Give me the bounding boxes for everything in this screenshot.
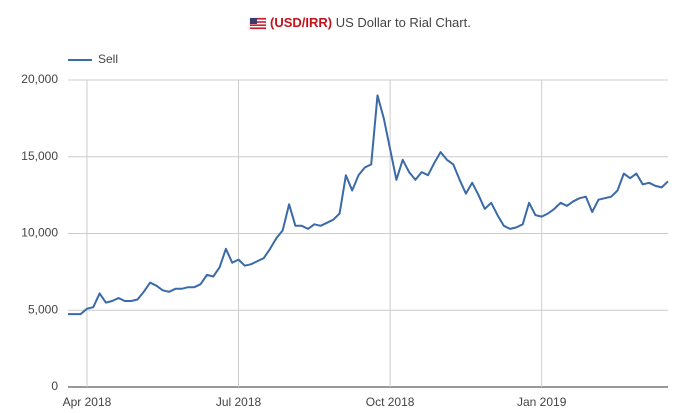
x-tick-label: Oct 2018 <box>366 395 415 409</box>
title-code: (USD/IRR) <box>270 15 332 30</box>
y-tick-label: 10,000 <box>21 226 58 240</box>
chart-title: (USD/IRR) US Dollar to Rial Chart. <box>270 15 471 30</box>
x-tick-label: Jan 2019 <box>517 395 567 409</box>
flag <box>249 17 267 30</box>
x-tick-label: Apr 2018 <box>63 395 112 409</box>
legend-label: Sell <box>98 52 118 66</box>
y-tick-label: 15,000 <box>21 149 58 163</box>
y-tick-label: 0 <box>51 379 58 393</box>
y-tick-label: 20,000 <box>21 72 58 86</box>
x-tick-label: Jul 2018 <box>216 395 262 409</box>
title-text: US Dollar to Rial Chart. <box>336 15 471 30</box>
y-tick-label: 5,000 <box>28 302 58 316</box>
series-line <box>68 94 669 316</box>
